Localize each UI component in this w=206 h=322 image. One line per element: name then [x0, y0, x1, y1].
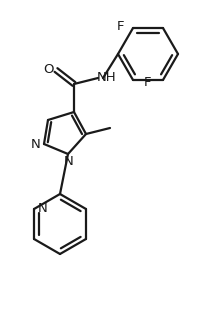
Text: F: F: [117, 20, 125, 33]
Text: O: O: [44, 62, 54, 75]
Text: F: F: [144, 77, 152, 90]
Text: N: N: [64, 155, 74, 167]
Text: NH: NH: [97, 71, 117, 83]
Text: N: N: [31, 137, 41, 150]
Text: N: N: [38, 202, 48, 214]
